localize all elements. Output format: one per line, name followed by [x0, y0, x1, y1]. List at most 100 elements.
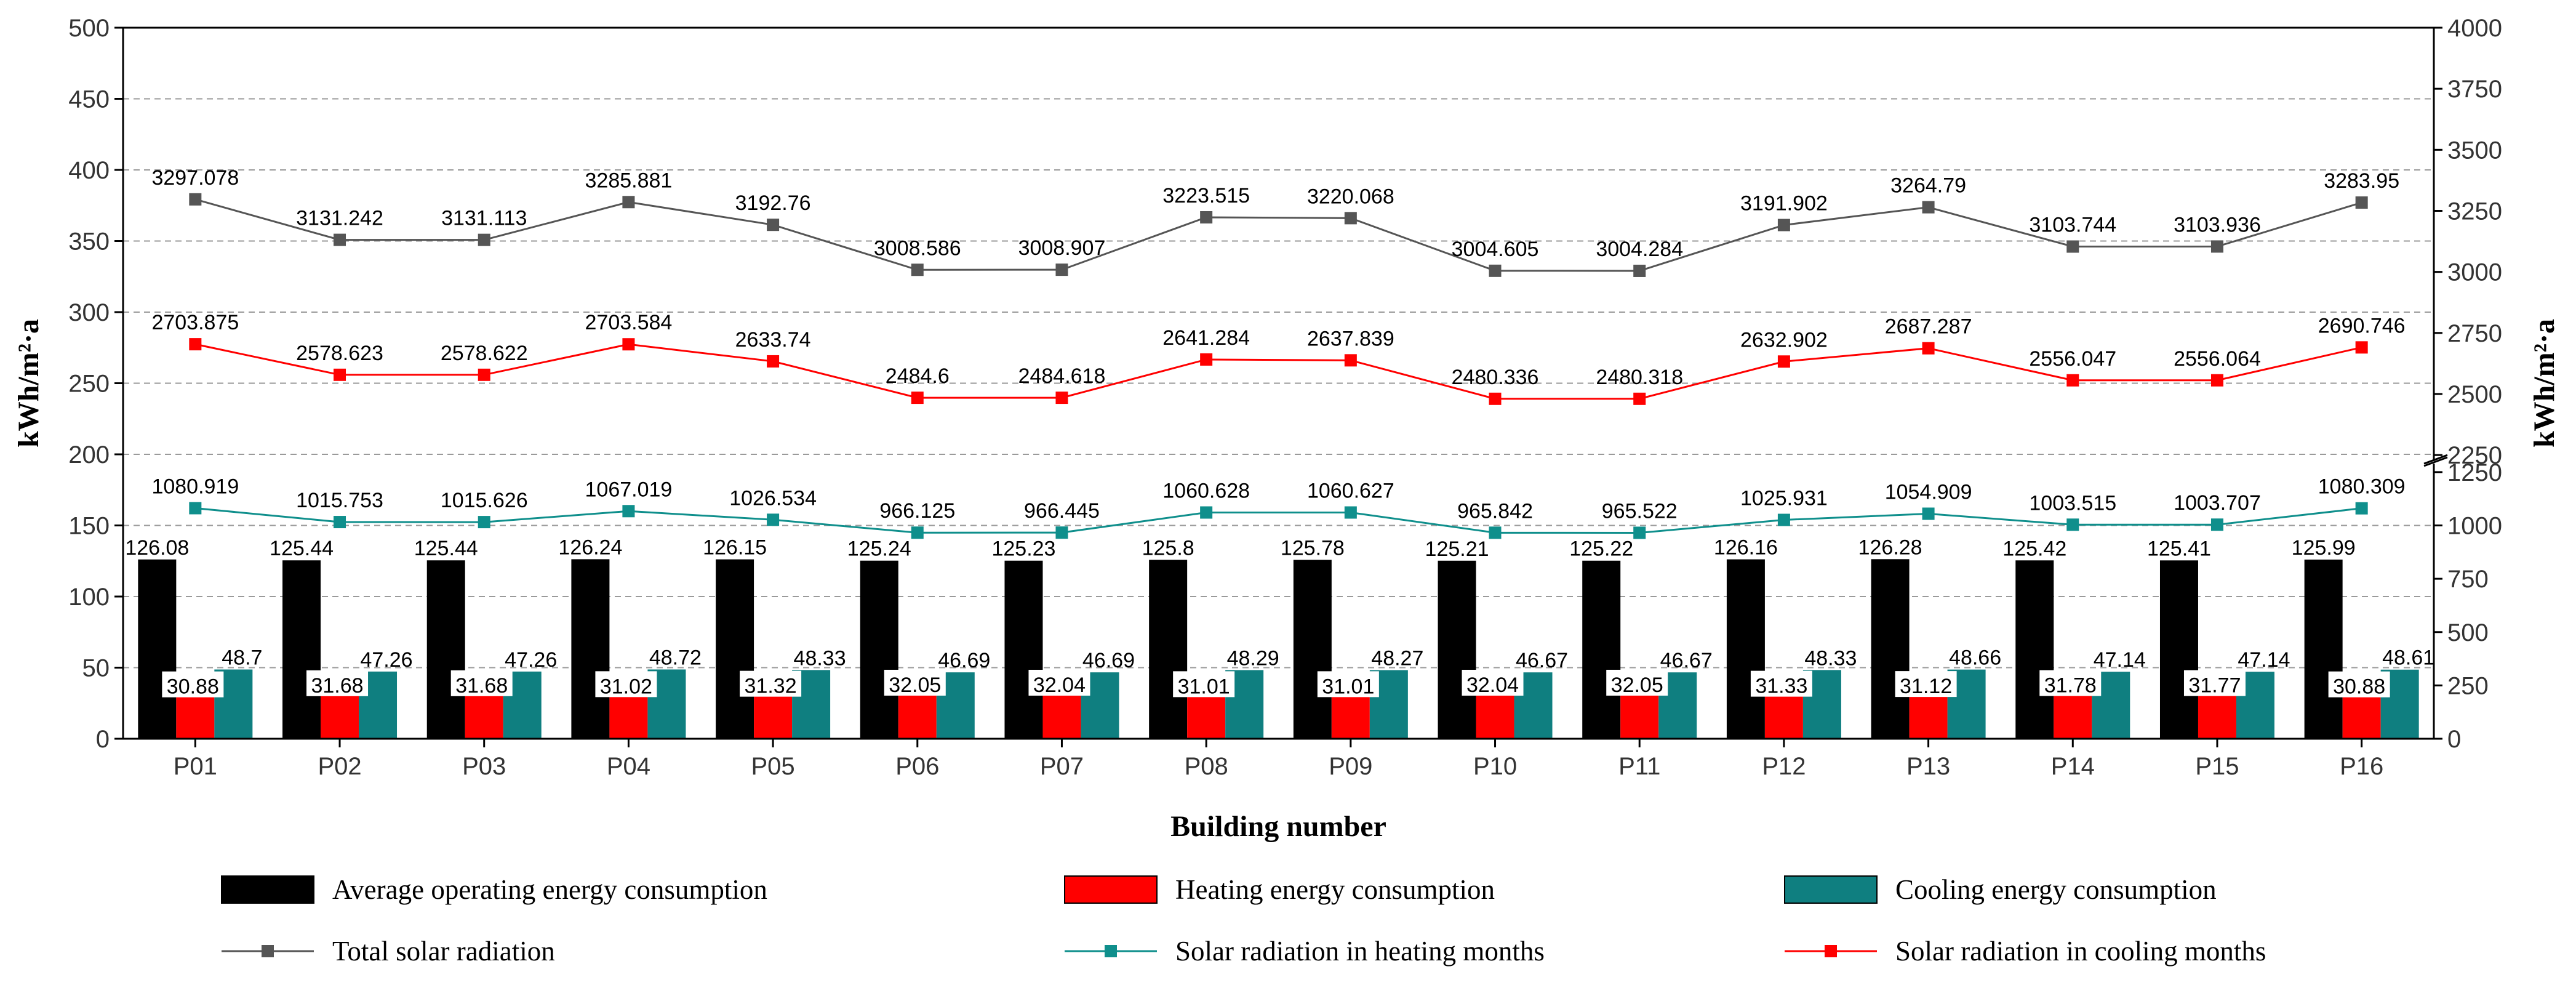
left-tick-label: 300 — [68, 299, 110, 326]
series-marker — [189, 502, 202, 515]
series-marker — [2066, 374, 2079, 387]
line-value-label: 2484.618 — [1018, 364, 1106, 388]
series-marker — [1055, 392, 1068, 404]
series-marker — [767, 513, 780, 526]
line-value-label: 2578.623 — [296, 342, 383, 365]
right-tick-label: 2250 — [2447, 442, 2502, 469]
line-value-label: 3191.902 — [1740, 192, 1828, 215]
bar-value-label: 31.33 — [1755, 675, 1807, 698]
y-axis-title-right: kWh/m²·a — [2528, 319, 2561, 448]
series-marker — [1633, 392, 1646, 405]
bar — [2198, 693, 2236, 739]
bar — [465, 693, 503, 739]
bar-value-label: 48.72 — [649, 646, 702, 669]
x-tick-label: P09 — [1329, 753, 1372, 780]
series-marker — [1200, 211, 1213, 224]
bar — [1764, 694, 1803, 739]
legend-marker — [1105, 945, 1117, 957]
bar — [754, 694, 793, 739]
bar-value-label: 126.16 — [1714, 536, 1778, 560]
label-backdrop — [2039, 670, 2102, 696]
bar-value-label: 125.23 — [991, 537, 1055, 561]
legend-item: Solar radiation in cooling months — [1785, 936, 2266, 967]
series-marker — [2210, 374, 2223, 387]
right-tick-label: 2500 — [2447, 381, 2502, 408]
line-value-label: 1003.707 — [2174, 491, 2261, 515]
label-backdrop — [595, 671, 657, 698]
series-marker — [2355, 502, 2368, 515]
bar — [2304, 559, 2343, 739]
bar — [1726, 559, 1765, 739]
bar — [426, 560, 465, 739]
bar-value-label: 46.69 — [938, 649, 990, 672]
bar-value-label: 31.68 — [455, 674, 508, 698]
bar-value-label: 47.26 — [505, 648, 557, 672]
legend-label: Solar radiation in heating months — [1175, 936, 1545, 967]
left-tick-label: 250 — [68, 371, 110, 398]
bar — [1438, 560, 1476, 739]
line-value-label: 2480.318 — [1596, 366, 1683, 389]
bar-value-label: 126.28 — [1858, 536, 1922, 559]
line-value-label: 3008.586 — [874, 236, 961, 260]
bar — [2342, 694, 2381, 739]
bar-value-label: 30.88 — [167, 675, 219, 699]
x-axis-title: Building number — [1170, 810, 1386, 843]
series-marker — [478, 516, 490, 529]
bar-value-label: 125.78 — [1281, 536, 1345, 560]
right-tick-label: 250 — [2447, 672, 2489, 699]
x-tick-label: P14 — [2051, 753, 2095, 780]
bar — [138, 559, 177, 739]
x-tick-label: P15 — [2195, 753, 2239, 780]
bar — [1331, 694, 1370, 739]
line-value-label: 2556.047 — [2029, 347, 2116, 371]
label-backdrop — [1317, 671, 1379, 698]
series-marker — [2210, 518, 2223, 531]
axes-layer: 0 50 100 150 200 250 300 350 400 450 500 0 250 500 750… — [12, 15, 2561, 843]
right-tick-label: 750 — [2447, 566, 2489, 593]
series-marker — [1200, 506, 1213, 519]
line-value-label: 3223.515 — [1162, 184, 1250, 207]
series-marker — [334, 516, 346, 529]
bar-value-label: 47.26 — [360, 648, 412, 672]
bar — [176, 694, 215, 739]
label-backdrop — [1462, 669, 1524, 696]
legend-label: Heating energy consumption — [1175, 874, 1495, 905]
line-value-label: 2703.875 — [151, 311, 239, 334]
bar-value-label: 126.24 — [558, 536, 622, 559]
line-value-label: 1025.931 — [1740, 487, 1828, 510]
legend-layer: Average operating energy consumption Heat… — [221, 874, 2266, 967]
x-tick-label: P08 — [1185, 753, 1228, 780]
series-marker — [1922, 507, 1935, 520]
right-tick-label: 2750 — [2447, 320, 2502, 347]
right-tick-label: 0 — [2447, 726, 2461, 753]
x-tick-label: P07 — [1040, 753, 1084, 780]
legend-label: Solar radiation in cooling months — [1895, 936, 2266, 967]
bar-value-label: 47.14 — [2094, 648, 2146, 672]
bar-value-label: 32.04 — [1033, 673, 1086, 697]
right-tick-label: 4000 — [2447, 15, 2502, 42]
series-marker — [911, 263, 924, 276]
right-tick-label: 3750 — [2447, 76, 2502, 103]
x-tick-label: P01 — [174, 753, 217, 780]
series-marker — [767, 219, 780, 231]
series-marker — [911, 526, 924, 539]
series-marker — [1777, 219, 1790, 231]
bar-value-label: 47.14 — [2238, 648, 2290, 672]
bar-value-label: 125.99 — [2292, 536, 2356, 560]
bar-value-label: 31.01 — [1322, 675, 1374, 698]
line-value-label: 2480.336 — [1452, 366, 1539, 389]
bar — [282, 560, 321, 739]
right-tick-label: 3250 — [2447, 198, 2502, 225]
legend-swatch — [1064, 875, 1158, 904]
series-marker — [767, 355, 780, 368]
left-tick-label: 500 — [68, 15, 110, 42]
x-tick-label: P16 — [2340, 753, 2383, 780]
bar — [609, 694, 648, 739]
x-tick-label: P10 — [1473, 753, 1517, 780]
series-marker — [1344, 506, 1357, 519]
x-tick-label: P12 — [1762, 753, 1806, 780]
bar — [1004, 560, 1043, 739]
line-value-label: 3285.881 — [585, 169, 673, 192]
series-marker — [478, 368, 490, 381]
x-tick-label: P05 — [751, 753, 795, 780]
